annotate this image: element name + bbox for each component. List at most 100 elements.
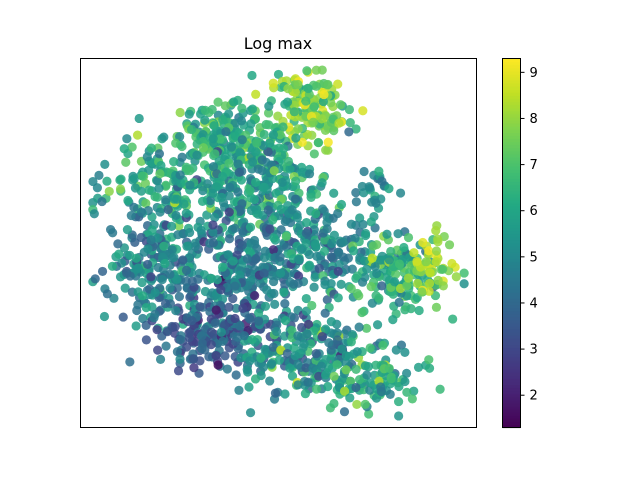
scatter-point xyxy=(448,314,458,324)
colorbar-band xyxy=(502,95,521,100)
scatter-point xyxy=(307,300,317,311)
scatter-point xyxy=(163,205,173,215)
scatter-point xyxy=(143,244,153,254)
scatter-point xyxy=(257,165,267,176)
colorbar-band xyxy=(502,80,521,84)
colorbar-band xyxy=(502,409,521,413)
scatter-point xyxy=(311,384,322,394)
scatter-point xyxy=(175,107,185,118)
scatter-point xyxy=(270,388,281,398)
scatter-point xyxy=(127,142,137,152)
scatter-point xyxy=(198,143,209,153)
scatter-point xyxy=(320,279,330,290)
scatter-point xyxy=(134,113,144,124)
colorbar-band xyxy=(502,144,521,149)
scatter-point xyxy=(197,330,207,341)
colorbar-band xyxy=(502,267,521,272)
scatter-point xyxy=(351,382,361,393)
colorbar-band xyxy=(502,83,521,87)
scatter-point xyxy=(309,102,319,112)
scatter-point xyxy=(263,108,274,118)
colorbar-band xyxy=(502,378,521,382)
scatter-point xyxy=(344,104,355,115)
colorbar-band xyxy=(502,387,521,392)
scatter-point xyxy=(333,79,343,89)
scatter-point xyxy=(447,258,457,269)
scatter-point xyxy=(167,221,177,231)
scatter-point xyxy=(403,273,414,283)
scatter-point xyxy=(216,285,226,295)
scatter-point xyxy=(334,260,344,270)
scatter-point xyxy=(334,118,344,128)
scatter-point xyxy=(155,169,165,179)
scatter-point xyxy=(251,89,261,99)
scatter-point xyxy=(319,246,330,256)
scatter-point xyxy=(159,132,169,142)
scatter-point xyxy=(370,262,380,272)
scatter-point xyxy=(265,138,275,148)
colorbar-band xyxy=(502,190,521,195)
scatter-point xyxy=(246,119,256,129)
scatter-point xyxy=(204,352,214,362)
scatter-point xyxy=(310,239,321,250)
scatter-point xyxy=(249,235,260,246)
scatter-point xyxy=(424,355,434,365)
colorbar-band xyxy=(502,101,521,106)
scatter-point xyxy=(185,166,195,176)
colorbar-band xyxy=(502,344,521,349)
scatter-point xyxy=(348,246,359,256)
scatter-point xyxy=(107,261,118,271)
scatter-point xyxy=(297,322,307,333)
scatter-point xyxy=(136,207,147,217)
scatter-point xyxy=(262,285,272,295)
scatter-point xyxy=(160,298,171,309)
scatter-point xyxy=(192,150,202,160)
scatter-point xyxy=(161,341,171,351)
scatter-point xyxy=(182,241,192,251)
scatter-point xyxy=(230,281,240,291)
scatter-point xyxy=(352,271,362,281)
scatter-point xyxy=(320,235,330,245)
colorbar-band xyxy=(502,310,521,315)
scatter-point xyxy=(316,361,327,371)
scatter-point xyxy=(296,245,306,255)
colorbar-band xyxy=(502,332,521,336)
scatter-point xyxy=(345,118,355,128)
scatter-point xyxy=(287,205,297,215)
scatter-point xyxy=(304,249,314,260)
scatter-point xyxy=(213,360,223,370)
scatter-point xyxy=(364,182,374,192)
scatter-point xyxy=(358,106,368,116)
scatter-point xyxy=(310,272,320,282)
scatter-point xyxy=(94,170,104,180)
scatter-point xyxy=(290,351,300,361)
scatter-point xyxy=(377,281,387,291)
colorbar-band xyxy=(502,313,521,318)
scatter-point xyxy=(354,374,365,385)
scatter-point xyxy=(350,233,360,244)
scatter-point xyxy=(208,134,218,144)
scatter-point xyxy=(311,348,321,359)
colorbar-band xyxy=(502,129,521,133)
scatter-point xyxy=(217,262,228,272)
colorbar-band xyxy=(502,104,521,109)
scatter-point xyxy=(412,256,422,267)
scatter-point xyxy=(233,159,243,169)
scatter-point xyxy=(89,209,99,219)
colorbar-band xyxy=(502,120,521,124)
colorbar-band xyxy=(502,270,521,275)
colorbar-band xyxy=(502,258,521,263)
scatter-point xyxy=(102,176,112,186)
scatter-point xyxy=(230,223,240,233)
scatter-point xyxy=(293,124,303,134)
scatter-point xyxy=(131,253,141,263)
scatter-point xyxy=(268,215,278,225)
colorbar-band xyxy=(502,212,521,216)
scatter-point xyxy=(104,186,114,197)
colorbar-band xyxy=(502,233,521,238)
scatter-point xyxy=(424,363,435,373)
colorbar-band xyxy=(502,107,521,112)
scatter-point xyxy=(333,247,343,257)
scatter-point xyxy=(320,324,331,334)
scatter-point xyxy=(172,274,182,284)
